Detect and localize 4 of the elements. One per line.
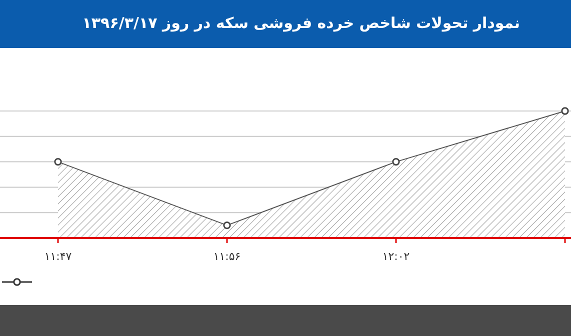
chart-title: نمودار تحولات شاخص خرده فروشی سکه در روز ۱۳۹۶/۳/۱۷ — [82, 14, 520, 32]
x-tick-label: ۱۲:۰۲ — [382, 250, 410, 263]
x-tick-label: ۱۱:۵۶ — [213, 250, 241, 263]
x-tick-label: ۱۱:۴۷ — [44, 250, 72, 263]
